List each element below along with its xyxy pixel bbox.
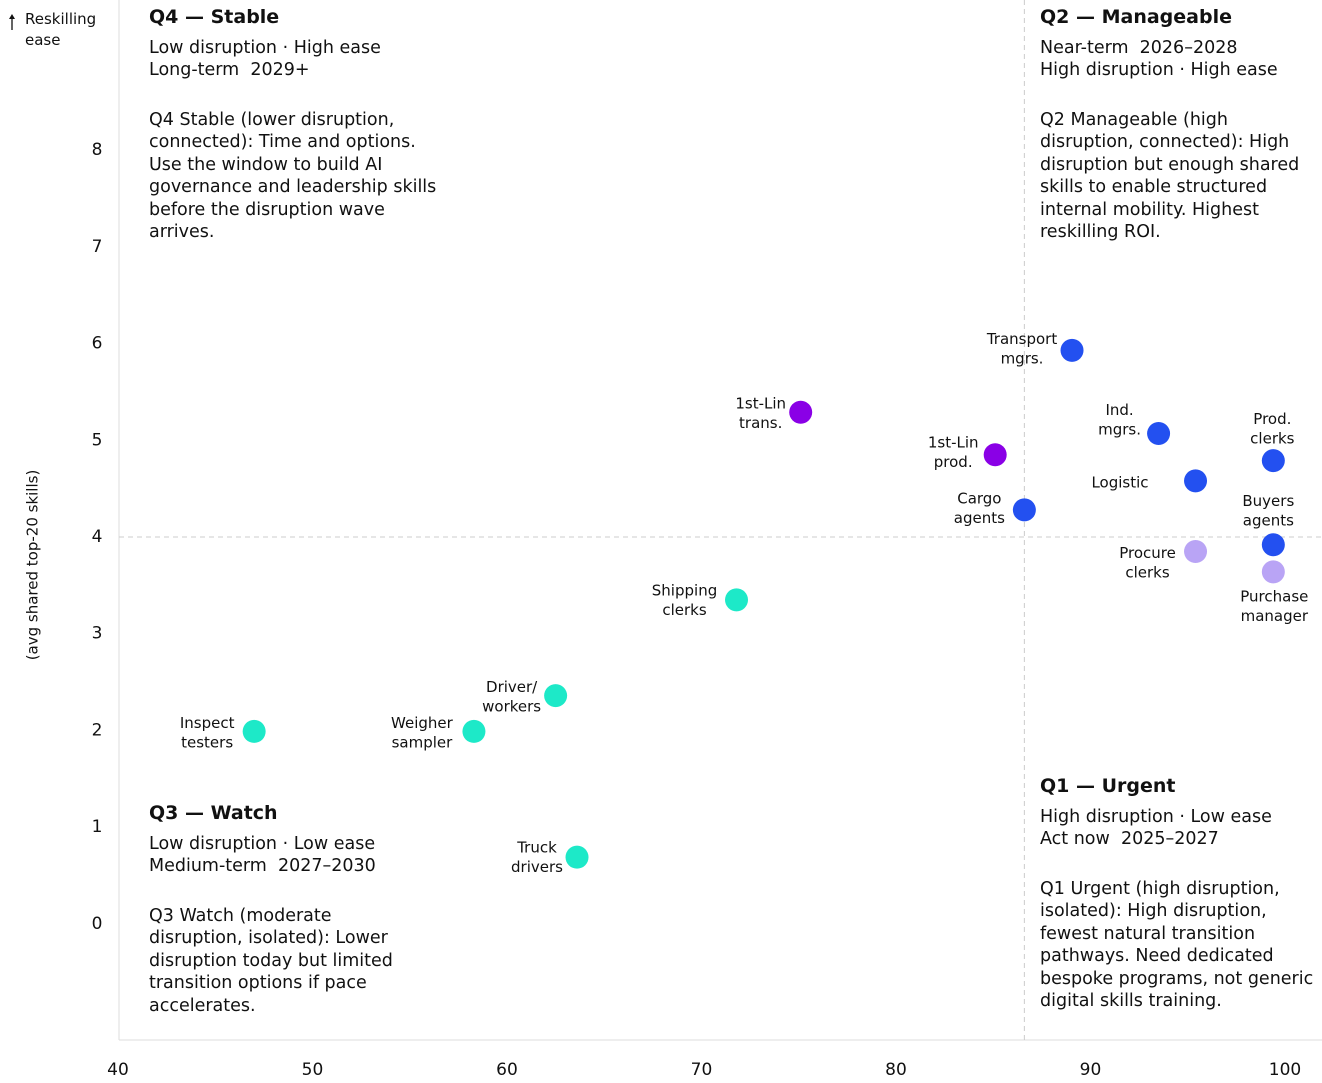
quadrant-line: Act now 2025–2027 <box>1040 829 1219 849</box>
point <box>242 719 266 743</box>
point <box>565 845 589 869</box>
point-label: Inspect <box>180 714 235 732</box>
point <box>1261 560 1285 584</box>
point <box>983 443 1007 467</box>
quadrant-line: Low disruption · Low ease <box>149 833 376 854</box>
point <box>1184 469 1208 493</box>
point-label: 1st-Lin <box>735 395 786 413</box>
point-label: Prod. <box>1253 410 1291 428</box>
x-tick-label: 100 <box>1269 1060 1301 1080</box>
point-label: Shipping <box>652 581 717 599</box>
point-label: Buyers <box>1242 492 1294 510</box>
point-label: workers <box>482 698 541 716</box>
quadrant-line: High disruption · High ease <box>1040 60 1278 80</box>
point-label: Logistic <box>1091 473 1148 491</box>
quadrant-line: High disruption · Low ease <box>1040 806 1272 827</box>
quadrant-description: Q3 Watch (moderate disruption, isolated)… <box>149 905 393 1016</box>
quadrant-line: Long-term 2029+ <box>149 60 310 80</box>
quadrant: Q2 — Manageable Near-term 2026–2028 High d… <box>1040 6 1318 244</box>
point <box>1261 533 1285 557</box>
quadrant-description: Q1 Urgent (high disruption, isolated): H… <box>1040 878 1314 1012</box>
point <box>789 400 813 424</box>
point-label: mgrs. <box>1098 421 1141 439</box>
quadrant-line: Medium-term 2027–2030 <box>149 856 376 876</box>
point <box>1012 498 1036 522</box>
point <box>544 684 568 708</box>
point <box>1147 422 1171 446</box>
point-label: drivers <box>511 858 563 876</box>
point-label: Purchase <box>1240 587 1308 605</box>
quadrant-title: Q3 — Watch <box>149 802 278 824</box>
quadrant: Q1 — Urgent High disruption · Low ease Act… <box>1040 775 1315 1013</box>
x-tick-label: 40 <box>107 1060 129 1080</box>
point <box>725 588 749 612</box>
quadrant: Q3 — Watch Low disruption · Low ease Mediu… <box>149 802 414 1017</box>
y-tick-label: 4 <box>92 527 103 547</box>
quadrant: Q4 — Stable Low disruption · High ease Lon… <box>149 6 439 244</box>
point-label: agents <box>1243 512 1294 530</box>
quadrant-title: Q1 — Urgent <box>1040 775 1176 797</box>
point-label: Truck <box>516 839 557 857</box>
quadrant-line: Near-term 2026–2028 <box>1040 37 1238 58</box>
point-label: prod. <box>934 453 973 471</box>
quadrant-description: Q2 Manageable (high disruption, connecte… <box>1040 109 1300 243</box>
point-label: sampler <box>392 733 454 751</box>
point-label: Procure <box>1119 544 1176 562</box>
point-label: Driver/ <box>486 678 538 696</box>
point-label: Ind. <box>1105 401 1133 419</box>
y-axis-top-label: Reskilling ease <box>25 10 96 49</box>
y-tick-label: 2 <box>92 720 103 740</box>
y-tick-label: 1 <box>92 817 103 837</box>
quadrant-title: Q4 — Stable <box>149 6 280 28</box>
y-tick-label: 5 <box>92 430 103 450</box>
point <box>1060 338 1084 362</box>
quadrant-line: Low disruption · High ease <box>149 37 381 58</box>
point-label: agents <box>954 509 1005 527</box>
point <box>1184 540 1208 564</box>
point-label: trans. <box>739 414 782 432</box>
x-tick-label: 80 <box>885 1060 907 1080</box>
point-label: clerks <box>662 601 706 619</box>
quadrant-title: Q2 — Manageable <box>1040 6 1232 28</box>
point-label: manager <box>1241 607 1309 625</box>
quadrant-description: Q4 Stable (lower disruption, connected):… <box>149 109 437 243</box>
y-tick-label: 0 <box>92 914 103 934</box>
point-label: testers <box>181 733 233 751</box>
point-label: Weigher <box>391 714 454 732</box>
point <box>1261 449 1285 473</box>
y-tick-label: 6 <box>92 334 103 354</box>
x-tick-label: 90 <box>1080 1060 1102 1080</box>
point-label: Cargo <box>957 489 1001 507</box>
point-label: 1st-Lin <box>928 433 979 451</box>
y-tick-label: 3 <box>92 624 103 644</box>
x-tick-label: 70 <box>691 1060 713 1080</box>
point-label: clerks <box>1250 430 1294 448</box>
x-tick-label: 60 <box>496 1060 518 1080</box>
point-label: clerks <box>1125 564 1169 582</box>
y-arrow-head <box>9 14 15 19</box>
y-tick-label: 8 <box>92 140 103 160</box>
point-label: Transport <box>986 330 1058 348</box>
y-tick-label: 7 <box>92 237 103 257</box>
point <box>462 719 486 743</box>
y-axis-title: (avg shared top-20 skills) <box>24 470 42 661</box>
x-tick-label: 50 <box>302 1060 324 1080</box>
point-label: mgrs. <box>1001 349 1044 367</box>
